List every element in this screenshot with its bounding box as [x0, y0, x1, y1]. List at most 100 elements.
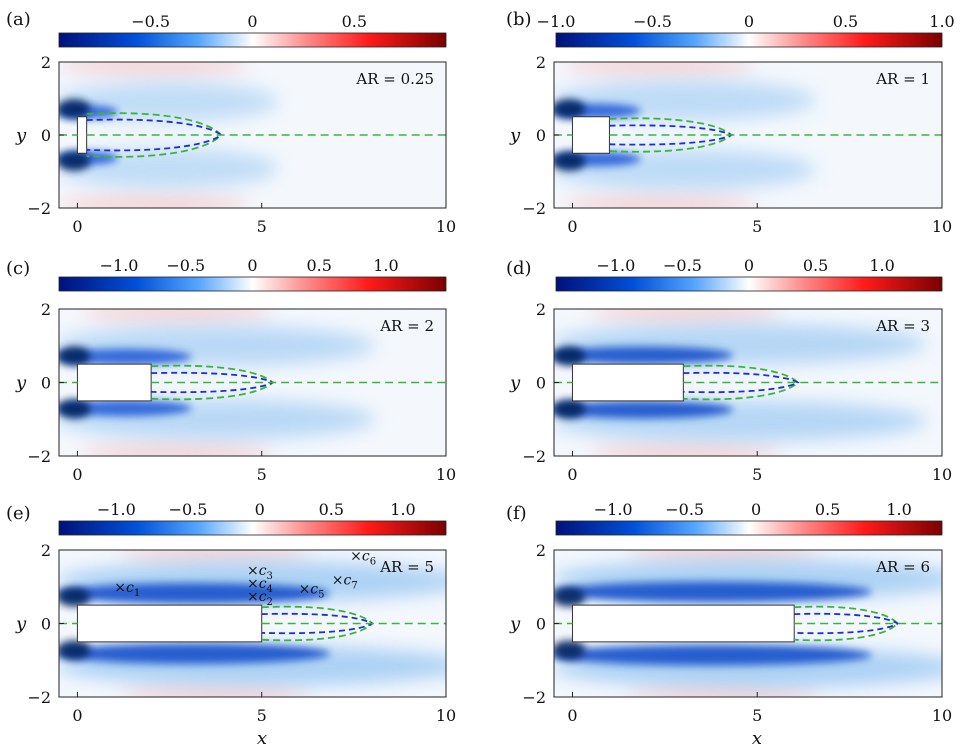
body-rectangle: [571, 604, 795, 643]
x-tick-label: 0: [567, 706, 577, 725]
panel-a: (a) −0.5 0 0.5 0 5 10 2 0 −2 y AR = 0.25: [6, 9, 456, 236]
shear-layer-core: [59, 643, 330, 664]
positive-vorticity-patch: [81, 309, 273, 322]
aspect-ratio-label: AR = 6: [875, 558, 930, 576]
y-tick-label: 2: [41, 541, 51, 560]
y-tick-label: −2: [27, 688, 51, 707]
leading-edge-vortex: [59, 151, 91, 171]
x-axis-label-right: x: [752, 728, 762, 749]
x-tick-label: 0: [72, 217, 82, 236]
positive-vorticity-patch: [81, 443, 273, 456]
colorbar-tick-label: 0: [255, 500, 265, 519]
positive-vorticity-patch: [589, 309, 782, 322]
y-tick-label: −2: [27, 199, 51, 218]
colorbar-tick-label: 0: [247, 256, 257, 275]
leading-edge-vortex: [554, 587, 586, 607]
body-rectangle: [76, 116, 88, 154]
colorbar-tick-label: 1.0: [869, 256, 894, 275]
colorbar-tick-label: 0: [744, 256, 754, 275]
colorbar-tick-label: 1.0: [390, 500, 415, 519]
y-tick-label: 0: [41, 126, 51, 145]
y-axis-label: y: [15, 125, 27, 146]
y-axis-label: y: [509, 614, 521, 635]
outer-recirculation-contour: [794, 605, 899, 642]
colorbar-tick-label: −0.5: [665, 500, 704, 519]
aspect-ratio-label: AR = 5: [379, 558, 434, 576]
positive-vorticity-patch: [59, 195, 251, 208]
y-tick-label: 2: [536, 53, 546, 72]
x-tick-label: 10: [932, 217, 952, 236]
y-tick-label: −2: [27, 447, 51, 466]
panel-label: (c): [6, 258, 30, 279]
x-tick-label: 5: [752, 706, 762, 725]
x-tick-label: 10: [932, 465, 952, 484]
body-rectangle: [571, 363, 684, 402]
aspect-ratio-label: AR = 1: [875, 70, 930, 88]
y-tick-label: −2: [522, 688, 546, 707]
panel-b: (b) −1.0 −0.5 0 0.5 1.0 0 5 10 2 0 −2 y AR = 1: [506, 9, 955, 236]
x-axis-label-left: x: [257, 728, 267, 749]
y-tick-label: 2: [536, 541, 546, 560]
leading-edge-vortex: [554, 99, 586, 119]
leading-edge-vortex: [59, 640, 91, 660]
shear-layer-core: [554, 400, 734, 419]
colorbar-tick-label: −0.5: [131, 12, 170, 31]
body-rectangle: [76, 604, 263, 643]
colorbar: [58, 520, 447, 536]
leading-edge-vortex: [554, 346, 586, 366]
y-tick-label: 0: [536, 126, 546, 145]
x-tick-label: 5: [752, 465, 762, 484]
x-tick-label: 0: [72, 465, 82, 484]
colorbar: [555, 32, 943, 48]
probe-marker-c5: ×c5: [299, 582, 325, 601]
y-tick-label: 0: [41, 374, 51, 393]
colorbar-tick-label: −0.5: [633, 12, 672, 31]
y-axis-label: y: [15, 614, 27, 635]
leading-edge-vortex: [554, 151, 586, 171]
outer-recirculation-contour: [683, 364, 800, 401]
panel-label: (f): [506, 503, 527, 524]
y-tick-label: 2: [41, 53, 51, 72]
vorticity-field: [554, 309, 942, 456]
panel-d: (d) −1.0 −0.5 0 0.5 1.0 0 5 10 2 0 −2 y AR = 3: [506, 256, 952, 484]
body-rectangle: [76, 363, 152, 402]
y-axis-label: y: [509, 373, 521, 394]
y-tick-label: −2: [522, 447, 546, 466]
probe-marker-c6: ×c6: [350, 549, 376, 568]
y-tick-label: −2: [522, 199, 546, 218]
colorbar-tick-label: 0: [744, 12, 754, 31]
aspect-ratio-label: AR = 2: [379, 317, 434, 335]
colorbar-tick-label: 0.5: [306, 256, 331, 275]
colorbar: [58, 276, 447, 292]
y-axis-label: y: [15, 373, 27, 394]
shear-layer-core: [554, 581, 872, 603]
x-tick-label: 5: [257, 465, 267, 484]
positive-vorticity-patch: [59, 62, 251, 75]
shear-layer-core: [59, 583, 330, 604]
colorbar-tick-label: −1.0: [596, 256, 635, 275]
probe-marker-c1: ×c1: [114, 580, 140, 599]
colorbar-tick-label: 0.5: [815, 500, 840, 519]
colorbar: [58, 32, 447, 48]
colorbar-tick-label: 1.0: [373, 256, 398, 275]
x-tick-label: 5: [752, 217, 762, 236]
probe-marker-c3: ×c3: [247, 563, 273, 582]
colorbar-tick-label: 0.5: [803, 256, 828, 275]
colorbar-tick-label: −0.5: [166, 256, 205, 275]
colorbar-tick-label: −0.5: [663, 256, 702, 275]
x-tick-label: 10: [436, 706, 456, 725]
x-tick-label: 5: [257, 706, 267, 725]
positive-vorticity-patch: [563, 62, 756, 75]
inner-recirculation-contour: [86, 118, 223, 152]
y-tick-label: 0: [536, 374, 546, 393]
aspect-ratio-label: AR = 3: [875, 317, 930, 335]
y-tick-label: 2: [41, 300, 51, 319]
x-tick-label: 10: [436, 465, 456, 484]
leading-edge-vortex: [554, 399, 586, 419]
colorbar-tick-label: −1.0: [594, 500, 633, 519]
leading-edge-vortex: [59, 399, 91, 419]
probe-marker-c2: ×c2: [247, 589, 273, 608]
colorbar-tick-label: 0: [247, 12, 257, 31]
colorbar-tick-label: −1.0: [100, 256, 139, 275]
